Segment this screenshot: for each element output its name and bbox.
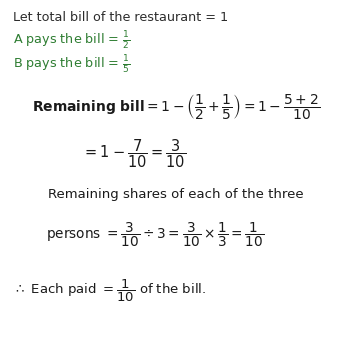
Text: $= 1 - \dfrac{7}{10} = \dfrac{3}{10}$: $= 1 - \dfrac{7}{10} = \dfrac{3}{10}$ [82,138,186,170]
Text: $\mathbf{Remaining\ bill} = 1 - \left(\dfrac{1}{2}+\dfrac{1}{5}\right) = 1 - \df: $\mathbf{Remaining\ bill} = 1 - \left(\d… [32,92,320,121]
Text: Let total bill of the restaurant = 1: Let total bill of the restaurant = 1 [13,11,228,24]
Text: persons $= \dfrac{3}{10} \div 3 = \dfrac{3}{10} \times \dfrac{1}{3} = \dfrac{1}{: persons $= \dfrac{3}{10} \div 3 = \dfrac… [46,221,264,249]
Text: Remaining shares of each of the three: Remaining shares of each of the three [48,188,304,201]
Text: A pays the bill = $\frac{1}{2}$: A pays the bill = $\frac{1}{2}$ [13,30,131,51]
Text: B pays the bill = $\frac{1}{5}$: B pays the bill = $\frac{1}{5}$ [13,53,131,74]
Text: $\therefore$ Each paid $= \dfrac{1}{10}$ of the bill.: $\therefore$ Each paid $= \dfrac{1}{10}$… [13,278,207,304]
